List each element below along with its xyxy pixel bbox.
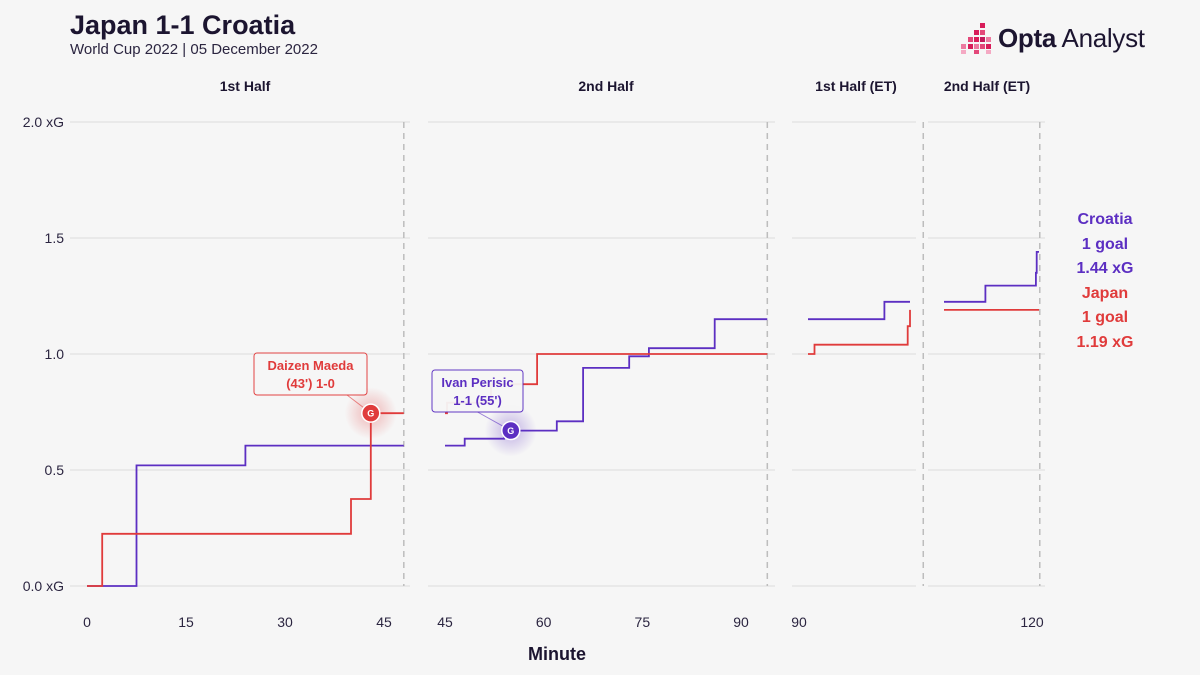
japan-xg-line — [808, 309, 911, 355]
period-header-2nd-half-et: 2nd Half (ET) — [944, 78, 1030, 94]
x-axis-label: Minute — [528, 644, 586, 664]
page-title: Japan 1-1 Croatia — [70, 10, 296, 40]
japan-xg-line — [87, 412, 404, 587]
x-tick-label: 75 — [635, 614, 651, 630]
y-tick-label: 0.0 xG — [23, 578, 64, 594]
japan-summary-goals: 1 goal — [1081, 309, 1129, 327]
croatia-summary-name: Croatia — [1077, 211, 1133, 228]
japan-annotation-box — [253, 352, 368, 396]
y-tick-label: 0.5 — [45, 462, 65, 478]
x-tick-label: 15 — [178, 614, 194, 630]
croatia-xg-line — [87, 444, 404, 587]
croatia-summary-xg: 1.44 xG — [1076, 260, 1134, 278]
logo-text: Opta Analyst — [998, 22, 1145, 53]
japan-annotation-line: Daizen Maeda — [268, 358, 355, 373]
japan-goal-marker-label: G — [367, 409, 374, 419]
y-tick-label: 1.0 — [45, 346, 65, 362]
croatia-xg-line — [944, 250, 1039, 303]
page-subtitle: World Cup 2022 | 05 December 2022 — [70, 41, 318, 58]
x-tick-label: 90 — [733, 614, 749, 630]
japan-goal-marker — [361, 403, 381, 423]
croatia-annotation-box — [431, 369, 524, 413]
japan-summary-name: Japan — [1081, 284, 1129, 302]
croatia-annotation-line: Ivan Perisic — [441, 375, 513, 390]
period-header-1st-half: 1st Half — [220, 78, 271, 94]
xg-summary: Croatia 1 goal 1.44 xG Japan 1 goal 1.19… — [1060, 208, 1150, 356]
x-tick-label: 120 — [1020, 614, 1044, 630]
x-tick-label: 45 — [376, 614, 392, 630]
x-tick-label: 60 — [536, 614, 552, 630]
x-tick-label: 30 — [277, 614, 293, 630]
y-tick-label: 1.5 — [45, 230, 65, 246]
x-tick-label: 45 — [437, 614, 453, 630]
period-header-1st-half-et: 1st Half (ET) — [815, 78, 897, 94]
opta-logo-mark-icon — [961, 23, 991, 54]
croatia-xg-line — [808, 300, 910, 321]
croatia-summary-goals: 1 goal — [1081, 235, 1129, 253]
japan-annotation-line: (43') 1-0 — [286, 376, 335, 391]
period-header-2nd-half: 2nd Half — [578, 78, 634, 94]
y-tick-label: 2.0 xG — [23, 114, 64, 130]
japan-summary-xg: 1.19 xG — [1076, 333, 1134, 351]
x-tick-label: 90 — [791, 614, 807, 630]
croatia-goal-marker — [501, 420, 521, 441]
x-tick-label: 0 — [83, 614, 91, 630]
croatia-xg-line — [445, 318, 768, 447]
croatia-goal-marker-label: G — [507, 426, 514, 436]
opta-analyst-logo: Opta Analyst — [958, 20, 1145, 56]
croatia-annotation-line: 1-1 (55') — [453, 393, 502, 408]
